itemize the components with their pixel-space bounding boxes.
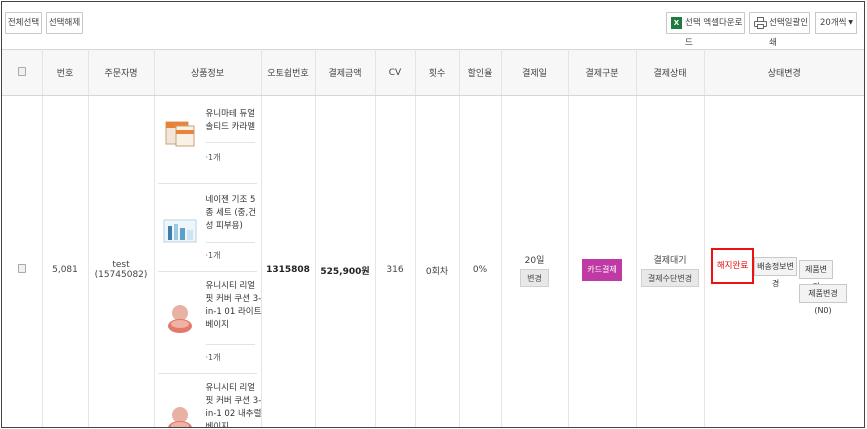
product-qty: ·1개 (205, 251, 221, 260)
product-item: 네이젠 기조 5종 세트 (중,건성 피부용) ·1개 (157, 184, 257, 272)
pay-status-cell: 결제대기 결제수단변경 (636, 95, 705, 427)
excel-download-label: 선택 엑셀다운로드 (685, 18, 743, 48)
header-orderer: 주문자명 (88, 49, 155, 96)
product-item: 유니시티 리얼 핏 커버 쿠션 3-in-1 01 라이트 베이지 ·1개 (157, 272, 261, 374)
excel-icon: X (671, 17, 682, 29)
header-product-info: 상품정보 (154, 49, 262, 96)
payment-amount: 525,900원 (315, 95, 376, 427)
product-name: 유니시티 리얼 핏 커버 쿠션 3-in-1 02 내추럴 베이지 (205, 383, 262, 428)
table-row: 5,081 test (15745082) 유니마테 듀얼 솔티드 카라멜 (2, 95, 864, 427)
product-change-n0-button[interactable]: 제품변경(N0) (799, 284, 847, 315)
printer-icon (754, 17, 767, 29)
product-name: 네이젠 기조 5종 세트 (중,건성 피부용) (205, 195, 257, 231)
row-checkbox[interactable] (17, 264, 26, 273)
product-qty: ·1개 (205, 353, 221, 362)
product-name: 유니시티 리얼 핏 커버 쿠션 3-in-1 01 라이트 베이지 (205, 281, 262, 330)
page-size-value: 20개씩 (820, 18, 847, 28)
discount-value: 0% (459, 95, 502, 427)
pay-day-cell: 20일 변경 (501, 95, 569, 427)
header-status-change: 상태변경 (704, 49, 864, 96)
product-item: 유니마테 듀얼 솔티드 카라멜 ·1개 (157, 96, 257, 184)
product-name: 유니마테 듀얼 솔티드 카라멜 (205, 109, 256, 132)
row-checkbox-cell (2, 95, 43, 427)
table-header-row: 번호 주문자명 상품정보 오토쉽번호 결제금액 CV 횟수 할인율 결제일 결제… (2, 49, 864, 96)
pay-day-value: 20일 (524, 256, 545, 266)
header-autoship-no: 오토쉽번호 (261, 49, 316, 96)
cushion-icon (167, 305, 192, 333)
header-pay-day: 결제일 (501, 49, 569, 96)
product-divider (205, 344, 255, 345)
pay-status-value: 결제대기 (653, 256, 687, 266)
autoship-number: 1315808 (261, 95, 316, 427)
shipping-info-change-button[interactable]: 배송정보변경 (754, 257, 797, 288)
header-number: 번호 (42, 49, 89, 96)
box-product-icon (165, 121, 194, 147)
header-cv: CV (375, 49, 416, 96)
header-pay-type: 결제구분 (568, 49, 637, 96)
toolbar: 전체선택 선택해제 X 선택 엑셀다운로드 선택일괄인쇄 20개씩 ▼ (2, 2, 864, 48)
skincare-set-icon (163, 219, 196, 243)
cancel-complete-button[interactable]: 해지완료 (711, 248, 754, 284)
pay-type-cell: 카드결제 (568, 95, 637, 427)
select-all-button[interactable]: 전체선택 (5, 12, 42, 34)
excel-download-button[interactable]: X 선택 엑셀다운로드 (666, 12, 745, 48)
header-count: 횟수 (415, 49, 460, 96)
header-discount: 할인율 (459, 49, 502, 96)
product-divider (205, 242, 255, 243)
caret-down-icon: ▼ (848, 19, 853, 26)
orderer-name: test (112, 260, 130, 270)
cancel-complete-label: 해지완료 (716, 261, 749, 271)
header-amount: 결제금액 (315, 49, 376, 96)
deselect-button[interactable]: 선택해제 (46, 12, 83, 34)
header-pay-status: 결제상태 (636, 49, 705, 96)
orderer-id: (15745082) (94, 270, 148, 280)
order-number: 5,081 (42, 95, 89, 427)
card-payment-badge: 카드결제 (582, 259, 622, 281)
order-table: 번호 주문자명 상품정보 오토쉽번호 결제금액 CV 횟수 할인율 결제일 결제… (2, 49, 864, 427)
select-all-checkbox[interactable] (17, 66, 26, 76)
product-change-button[interactable]: 제품변경 (799, 260, 833, 291)
product-qty: ·1개 (205, 153, 221, 162)
product-item: 유니시티 리얼 핏 커버 쿠션 3-in-1 02 내추럴 베이지 (158, 374, 261, 427)
header-checkbox-cell (2, 49, 43, 96)
pay-day-change-button[interactable]: 변경 (520, 269, 549, 287)
cv-value: 316 (375, 95, 416, 427)
product-divider (205, 142, 255, 143)
batch-print-button[interactable]: 선택일괄인쇄 (749, 12, 810, 48)
pay-method-change-button[interactable]: 결제수단변경 (640, 269, 700, 287)
cushion-icon (167, 407, 192, 427)
page-size-select[interactable]: 20개씩 ▼ (815, 12, 857, 34)
batch-print-label: 선택일괄인쇄 (769, 18, 809, 48)
product-info-cell: 유니마테 듀얼 솔티드 카라멜 ·1개 네이젠 기조 5종 세트 (중,건성 피 (154, 95, 262, 427)
count-value: 0회차 (415, 95, 460, 427)
orderer-cell: test (15745082) (88, 95, 155, 427)
